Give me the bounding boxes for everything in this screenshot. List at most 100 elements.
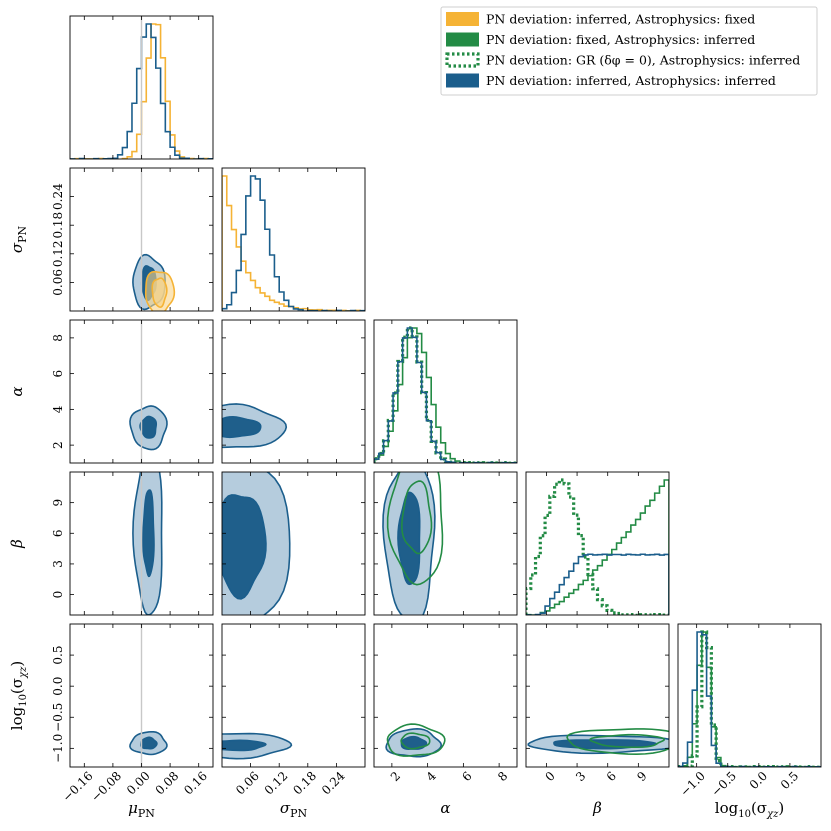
panel-frame-log10sig-log10sig: [677, 623, 822, 768]
panels-layer: [69, 15, 822, 768]
xtick-label-log10sig: −1.0: [677, 769, 708, 800]
ytick-label-beta: 0: [51, 591, 65, 599]
hist-sigma-series-3: [222, 175, 365, 311]
hist-alpha-series-1: [374, 327, 517, 463]
xtick-label-alpha: 4: [424, 769, 440, 785]
xtick-label-sigma: 0.18: [290, 769, 319, 798]
xtick-label-mu: 0.08: [153, 769, 182, 798]
axis-label-sigma: σPN: [280, 799, 308, 820]
legend: PN deviation: inferred, Astrophysics: fi…: [440, 6, 818, 96]
xtick-label-sigma: 0.24: [319, 768, 348, 797]
contour-outer: [566, 728, 669, 756]
contour-inner: [401, 480, 433, 555]
contour-inner: [400, 732, 431, 750]
hist-panel-beta: [526, 478, 669, 615]
hist-panel-alpha: [374, 326, 517, 463]
axis-label-beta: β: [592, 799, 602, 817]
legend-label: PN deviation: inferred, Astrophysics: in…: [486, 73, 776, 88]
hist-panel-sigma: [222, 175, 365, 311]
ytick-label-log10sig: −1.0: [51, 734, 65, 763]
hist-beta-series-2: [526, 478, 669, 615]
legend-frame: [440, 6, 818, 96]
ytick-label-beta: 9: [51, 499, 65, 507]
xtick-label-beta: 9: [634, 769, 649, 784]
contour-mu-sigma-orange: [144, 270, 176, 311]
contour-inner: [151, 277, 168, 309]
panel-frame-sigma-alpha: [221, 319, 366, 464]
contour-sigma-beta-blue: [222, 472, 291, 615]
axis-label-alpha: α: [8, 386, 26, 396]
axis-label-log10sig: log10(σχz): [8, 661, 29, 730]
axis-label-alpha: α: [440, 799, 450, 817]
contour-outer: [386, 472, 444, 586]
contour-alpha-log10sig-blue: [385, 728, 443, 758]
xtick-label-alpha: 8: [495, 769, 510, 784]
contour-mu-log10sig-blue: [129, 730, 168, 756]
panel-frame-alpha-beta: [373, 471, 518, 616]
contour-outer: [386, 723, 446, 757]
xtick-label-beta: 0: [542, 769, 557, 784]
xtick-label-beta: 3: [573, 769, 588, 784]
legend-swatch: [446, 32, 479, 47]
legend-label: PN deviation: fixed, Astrophysics: infer…: [486, 32, 755, 47]
xtick-label-mu: 0.00: [124, 769, 153, 798]
hist-sigma-series-0: [222, 175, 365, 311]
panel-frame-alpha-alpha: [373, 319, 518, 464]
ytick-label-sigma: 0.12: [51, 240, 65, 267]
contour-inner: [222, 494, 267, 600]
contour-alpha-beta-blue: [382, 472, 436, 615]
panel-frame-beta-log10sig: [525, 623, 670, 768]
xtick-label-mu: 0.16: [181, 769, 210, 798]
panel-frame-sigma-log10sig: [221, 623, 366, 768]
axis-label-beta: β: [8, 539, 26, 549]
contour-inner: [222, 415, 262, 439]
contour-mu-beta-blue: [132, 472, 163, 615]
ytick-label-beta: 3: [51, 560, 65, 568]
hist-panel-log10sig: [678, 630, 821, 767]
xtick-label-alpha: 2: [388, 769, 403, 784]
hist-alpha-series-3: [374, 327, 517, 463]
hist-beta-series-3: [526, 553, 669, 615]
legend-swatch: [446, 73, 479, 88]
hist-log10sig-series-3: [678, 631, 821, 767]
contour-alpha-beta-green: [386, 472, 444, 586]
ytick-label-beta: 6: [51, 529, 65, 537]
contour-sigma-log10sig-blue: [222, 732, 293, 760]
panel-frame-sigma-sigma: [221, 167, 366, 312]
ytick-label-alpha: 2: [51, 441, 65, 449]
xtick-label-sigma: 0.06: [233, 769, 262, 798]
hist-log10sig-series-1: [678, 631, 821, 767]
ytick-label-alpha: 4: [51, 405, 65, 413]
ytick-label-log10sig: 0.5: [51, 646, 65, 665]
ytick-label-alpha: 8: [51, 334, 65, 342]
contour-inner: [139, 415, 158, 439]
axis-label-mu: μPN: [128, 799, 155, 820]
xtick-label-beta: 6: [604, 769, 619, 784]
axis-label-sigma: σPN: [8, 225, 29, 253]
ytick-label-sigma: 0.06: [51, 269, 65, 296]
xtick-label-log10sig: 0.0: [747, 769, 770, 792]
axis-labels-layer: μPN σPN α β log10(σχz) σPN α β log10(σχz): [8, 225, 784, 820]
contour-alpha-log10sig-green: [386, 723, 446, 757]
panel-frame-alpha-log10sig: [373, 623, 518, 768]
legend-swatch: [445, 52, 480, 68]
xtick-label-sigma: 0.12: [262, 769, 291, 798]
ytick-label-sigma: 0.18: [51, 212, 65, 239]
panel-frame-beta-beta: [525, 471, 670, 616]
ytick-label-log10sig: 0.0: [51, 677, 65, 696]
legend-label: PN deviation: GR (δφ = 0), Astrophysics:…: [486, 53, 800, 68]
hist-beta-series-1: [526, 479, 669, 615]
axis-label-log10sig: log10(σχz): [715, 799, 784, 820]
contour-inner: [142, 489, 155, 578]
xtick-label-mu: −0.08: [88, 769, 124, 805]
ytick-label-sigma: 0.24: [51, 183, 65, 210]
contour-beta-log10sig-blue: [527, 734, 669, 755]
xtick-label-log10sig: −0.5: [709, 769, 740, 800]
contour-mu-alpha-blue: [129, 405, 168, 451]
xtick-label-alpha: 6: [459, 769, 474, 784]
contour-inner: [222, 739, 267, 752]
panel-frame-sigma-beta: [221, 471, 366, 616]
xtick-label-log10sig: 0.5: [778, 769, 801, 792]
ytick-label-alpha: 6: [51, 370, 65, 378]
